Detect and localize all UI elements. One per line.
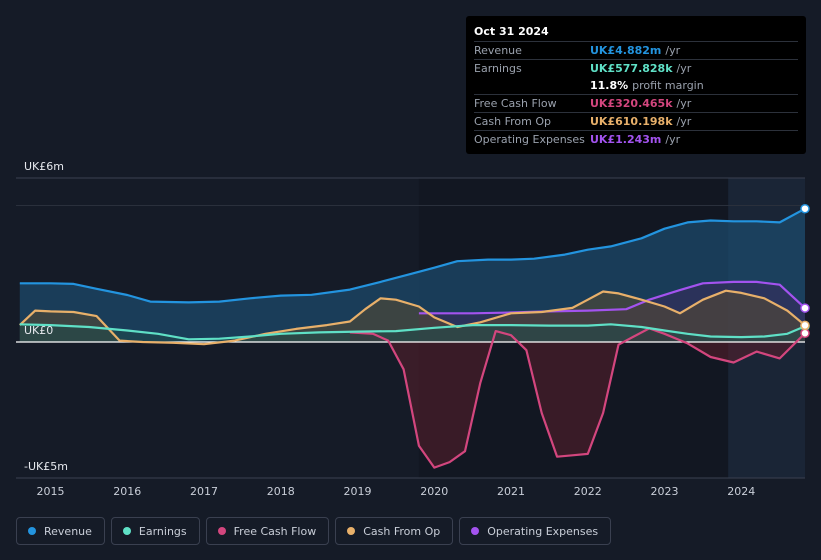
tooltip-date: Oct 31 2024 (474, 25, 549, 38)
legend-item-earnings[interactable]: Earnings (110, 517, 200, 545)
legend-label: Cash From Op (363, 524, 441, 538)
legend-label: Operating Expenses (487, 524, 599, 538)
legend-dot-icon (217, 527, 226, 535)
tooltip-row-profit-margin: 11.8% profit margin (474, 77, 798, 94)
legend-label: Earnings (138, 524, 187, 538)
y-tick-label-top: UK£6m (24, 160, 64, 173)
chart-canvas (16, 177, 810, 479)
legend-item-revenue[interactable]: Revenue (16, 517, 105, 545)
y-tick-label-bottom: -UK£5m (24, 460, 68, 473)
series-endpoint-operating-expenses (800, 303, 810, 313)
x-tick-label: 2020 (420, 485, 449, 498)
legend-dot-icon (347, 527, 356, 535)
series-line-earnings (19, 323, 806, 341)
legend-item-operating-expenses[interactable]: Operating Expenses (459, 517, 612, 545)
legend-item-free-cash-flow[interactable]: Free Cash Flow (205, 517, 330, 545)
x-tick-label: 2024 (727, 485, 756, 498)
tooltip-value: UK£577.828k (590, 62, 673, 75)
legend-label: Free Cash Flow (233, 524, 317, 538)
legend: Revenue Earnings Free Cash Flow Cash Fro… (16, 517, 612, 545)
legend-dot-icon (122, 527, 131, 535)
tooltip-label: Free Cash Flow (474, 97, 557, 110)
tooltip-row-free-cash-flow: Free Cash Flow UK£320.465k /yr (474, 94, 798, 112)
series-line-cash-from-op (19, 289, 806, 346)
x-tick-label: 2023 (650, 485, 679, 498)
y-tick-label-zero: UK£0 (24, 324, 54, 337)
tooltip-value: 11.8% (590, 79, 629, 92)
series-area-earnings (19, 324, 806, 342)
x-tick-label: 2022 (573, 485, 602, 498)
tooltip-unit: /yr (676, 115, 692, 128)
tooltip-unit: /yr (676, 62, 692, 75)
x-tick-label: 2019 (343, 485, 372, 498)
x-tick-label: 2015 (36, 485, 65, 498)
series-endpoint-cash-from-op (800, 320, 810, 331)
tooltip-value: UK£4.882m (590, 44, 662, 57)
tooltip-label: Earnings (474, 62, 522, 75)
legend-dot-icon (471, 527, 480, 535)
tooltip-unit: /yr (676, 97, 692, 110)
series-line-free-cash-flow (349, 327, 806, 469)
x-tick-label: 2018 (266, 485, 295, 498)
x-tick-label: 2017 (190, 485, 218, 498)
tooltip-value: UK£320.465k (590, 97, 673, 110)
series-endpoint-free-cash-flow (800, 328, 810, 339)
tooltip-row-operating-expenses: Operating Expenses UK£1.243m /yr (474, 130, 798, 148)
x-tick-label: 2016 (113, 485, 142, 498)
tooltip-label: Cash From Op (474, 115, 552, 128)
tooltip-unit: profit margin (632, 79, 704, 92)
tooltip-row-earnings: Earnings UK£577.828k /yr (474, 59, 798, 77)
tooltip-value: UK£610.198k (590, 115, 673, 128)
series-area-free-cash-flow (349, 328, 805, 468)
tooltip-value: UK£1.243m (590, 133, 662, 146)
tooltip-row-cash-from-op: Cash From Op UK£610.198k /yr (474, 112, 798, 130)
tooltip-label: Revenue (474, 44, 522, 57)
tooltip-unit: /yr (665, 44, 681, 57)
series-line-revenue (19, 207, 806, 304)
series-endpoint-revenue (800, 203, 810, 214)
tooltip-row-revenue: Revenue UK£4.882m /yr (474, 41, 798, 59)
tooltip-panel: Oct 31 2024 Revenue UK£4.882m /yr Earnin… (466, 16, 806, 154)
x-tick-label: 2021 (497, 485, 525, 498)
legend-item-cash-from-op[interactable]: Cash From Op (335, 517, 454, 545)
tooltip-unit: /yr (665, 133, 681, 146)
tooltip-label: Operating Expenses (474, 133, 585, 146)
series-line-operating-expenses (418, 280, 806, 315)
legend-label: Revenue (44, 524, 92, 538)
legend-dot-icon (28, 527, 36, 535)
